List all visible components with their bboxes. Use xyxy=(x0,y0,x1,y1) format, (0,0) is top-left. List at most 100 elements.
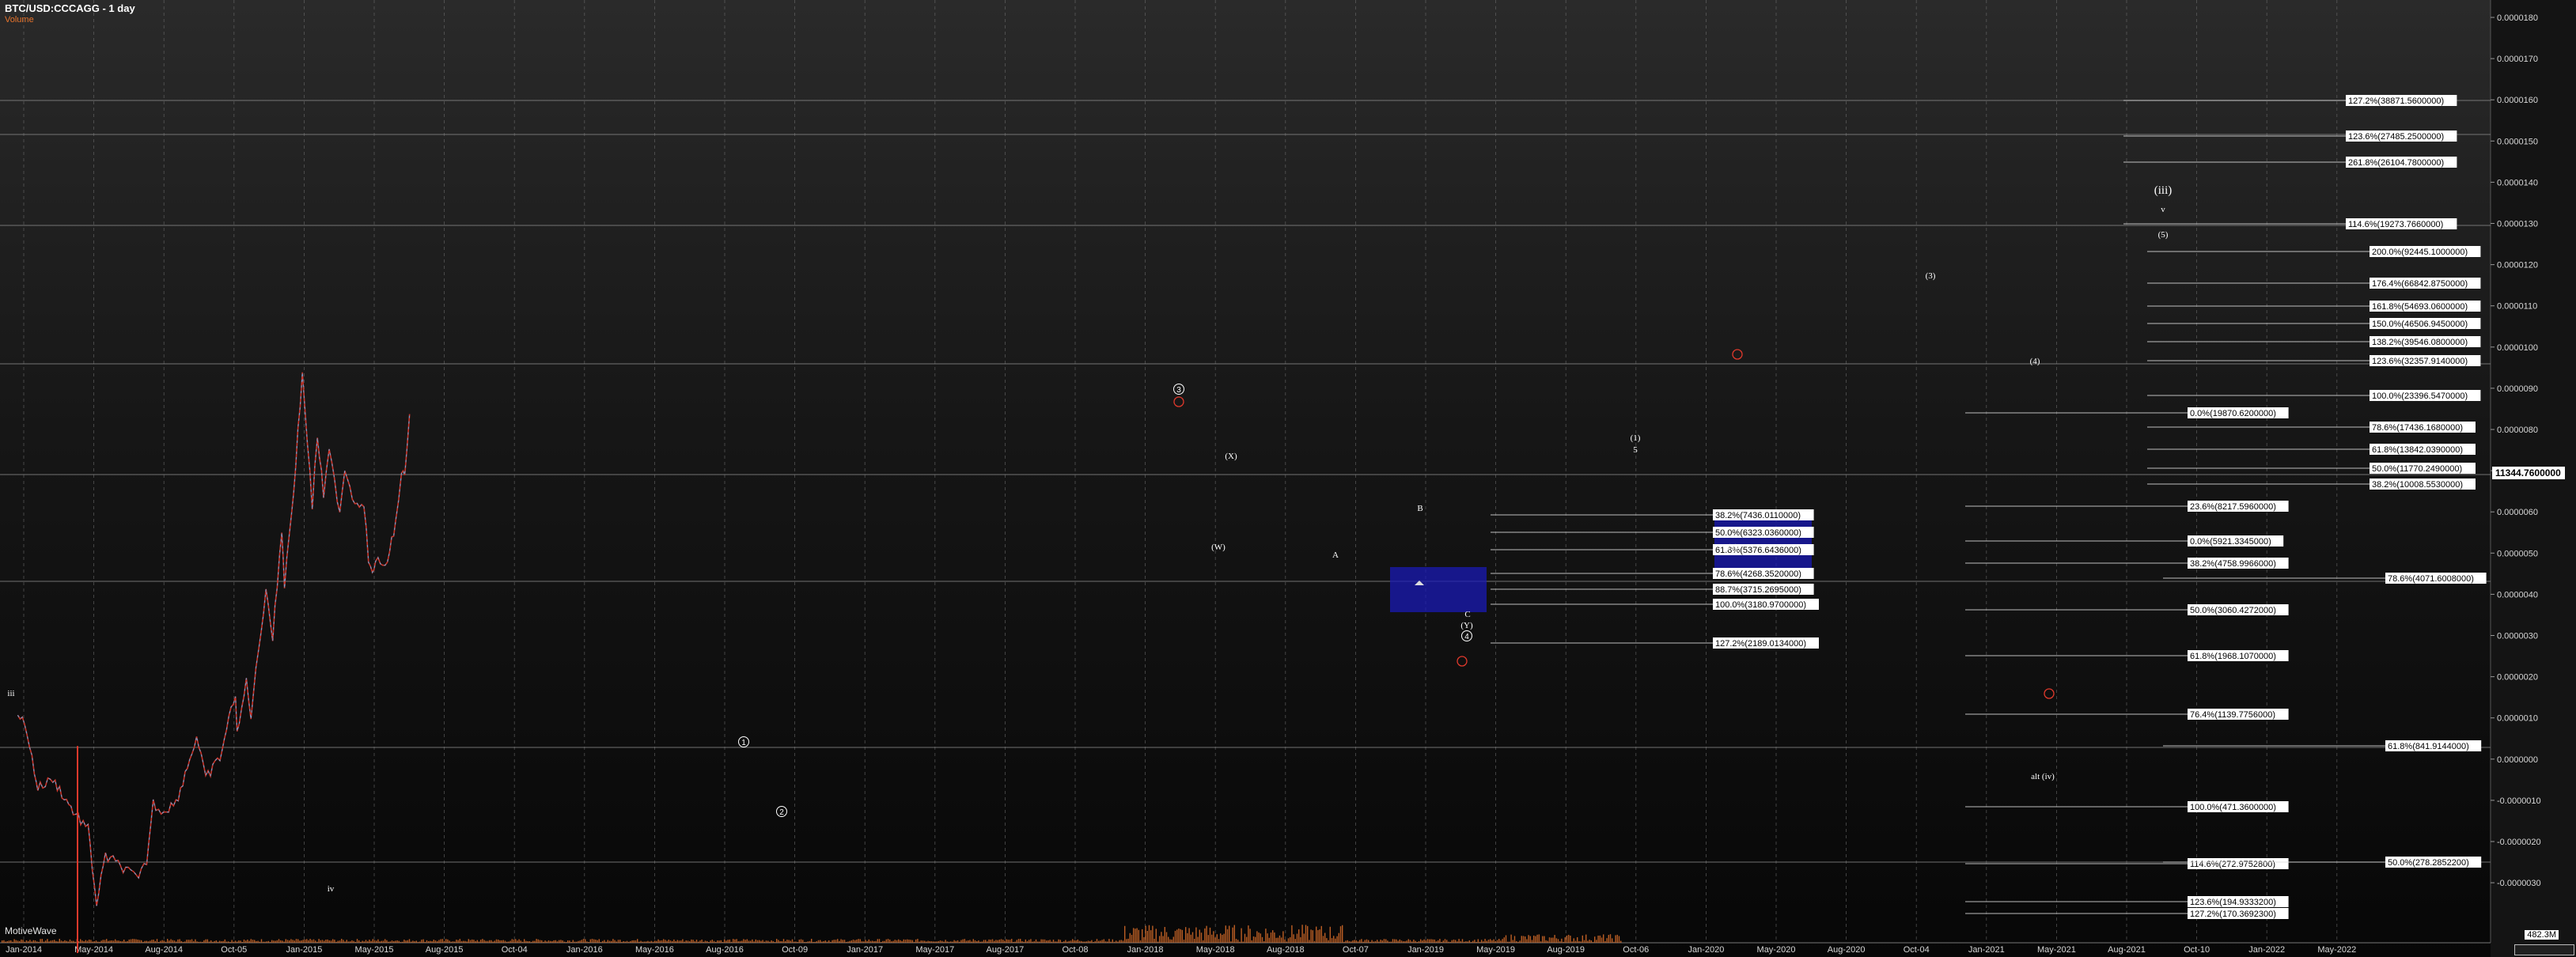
volume-bar xyxy=(414,941,415,943)
volume-bar xyxy=(920,940,922,943)
volume-bar xyxy=(1143,936,1145,943)
volume-bar xyxy=(562,940,563,943)
volume-bar xyxy=(447,939,449,943)
fib-level-label: 50.0%(11770.2490000) xyxy=(2372,464,2462,474)
volume-bar xyxy=(763,941,765,943)
fib-level-box xyxy=(2370,318,2481,329)
volume-bar xyxy=(1157,941,1159,943)
volume-bar xyxy=(116,940,118,943)
volume-bar xyxy=(13,939,15,943)
volume-bar xyxy=(1188,928,1190,943)
volume-bar xyxy=(1380,940,1381,943)
y-tick-label: 0.0000020 xyxy=(2497,673,2538,683)
volume-bar xyxy=(1364,940,1366,943)
volume-bar xyxy=(502,940,504,943)
volume-bar xyxy=(998,939,1000,943)
volume-bar xyxy=(335,941,337,943)
volume-bar xyxy=(873,941,875,943)
volume-bar xyxy=(460,940,463,943)
volume-bar xyxy=(695,940,698,943)
volume-bar xyxy=(872,940,873,943)
x-tick-label: Oct-05 xyxy=(221,945,247,955)
volume-bar xyxy=(1002,940,1004,943)
volume-bar xyxy=(1239,941,1241,943)
volume-bar xyxy=(659,940,661,943)
fib-level-box xyxy=(2385,573,2487,584)
volume-bar xyxy=(1568,934,1570,943)
volume-bar xyxy=(814,941,816,943)
volume-bar xyxy=(1252,936,1255,943)
volume-bar xyxy=(36,941,38,943)
volume-bar xyxy=(32,940,34,943)
volume-bar xyxy=(1199,929,1200,943)
volume-bar xyxy=(1169,939,1171,943)
volume-bar xyxy=(495,939,498,943)
volume-bar xyxy=(1430,939,1432,943)
volume-bar xyxy=(704,940,707,943)
volume-bar xyxy=(1218,939,1220,943)
volume-bar xyxy=(86,940,89,943)
volume-bar xyxy=(985,940,987,943)
volume-bar xyxy=(790,940,791,943)
fib-level-label: 50.0%(3060.4272000) xyxy=(2190,606,2276,615)
fib-level-box xyxy=(2188,896,2289,907)
volume-bar xyxy=(1407,939,1409,943)
volume-bar xyxy=(1453,939,1455,943)
y-tick-label: 0.0000140 xyxy=(2497,178,2538,187)
volume-bar xyxy=(666,940,668,943)
volume-bar xyxy=(1604,940,1606,943)
volume-bar xyxy=(1564,937,1566,943)
volume-bar xyxy=(389,941,391,943)
wave-label: 3 xyxy=(1176,386,1181,395)
x-tick-label: May-2021 xyxy=(2037,945,2076,955)
volume-bar xyxy=(847,941,849,943)
volume-bar xyxy=(805,941,807,943)
volume-bar xyxy=(221,941,222,943)
volume-bar xyxy=(1559,941,1561,943)
volume-bar xyxy=(823,940,824,943)
volume-bar xyxy=(1451,940,1453,943)
volume-bar xyxy=(1468,940,1470,943)
volume-bar xyxy=(328,940,330,943)
volume-bar xyxy=(57,941,59,943)
volume-bar xyxy=(78,941,80,943)
volume-bar xyxy=(1542,936,1544,943)
wave-label-circle xyxy=(738,736,749,747)
volume-bar xyxy=(1409,940,1411,943)
scroll-control[interactable] xyxy=(2514,944,2574,955)
volume-bar xyxy=(1416,941,1418,943)
x-tick-label: Jan-2022 xyxy=(2248,945,2285,955)
fib-level-label: 88.7%(3715.2695000) xyxy=(1715,585,1801,595)
volume-bar xyxy=(630,940,631,943)
volume-bar xyxy=(1608,935,1609,943)
fib-level-box xyxy=(2188,801,2289,812)
volume-bar xyxy=(1500,940,1502,943)
fib-level-label: 123.6%(194.9333200) xyxy=(2190,898,2276,907)
volume-bar xyxy=(215,940,217,943)
volume-bar xyxy=(1533,935,1535,943)
volume-bar xyxy=(266,941,267,943)
volume-bar xyxy=(528,941,530,943)
volume-bar xyxy=(1343,941,1345,943)
volume-bar xyxy=(12,941,13,943)
volume-bar xyxy=(1049,940,1051,943)
volume-bar xyxy=(1413,939,1415,943)
volume-bar xyxy=(1104,941,1107,943)
volume-bar xyxy=(426,940,428,943)
volume-bar xyxy=(979,941,981,943)
volume-bar xyxy=(1021,940,1023,943)
volume-bar xyxy=(718,940,720,943)
fib-level-box xyxy=(2188,650,2289,661)
current-price-value: 11344.7600000 xyxy=(2495,467,2561,478)
fib-level-label: 114.6%(272.9752800) xyxy=(2190,860,2275,869)
volume-bar xyxy=(708,941,710,943)
volume-bar xyxy=(633,940,635,943)
volume-bar xyxy=(965,940,968,943)
volume-bar xyxy=(499,940,501,943)
volume-bar xyxy=(682,939,684,943)
volume-bar xyxy=(1449,941,1451,943)
fib-level-label: 161.8%(54693.0600000) xyxy=(2372,302,2468,312)
fib-level-label: 61.8%(841.9144000) xyxy=(2388,742,2469,751)
